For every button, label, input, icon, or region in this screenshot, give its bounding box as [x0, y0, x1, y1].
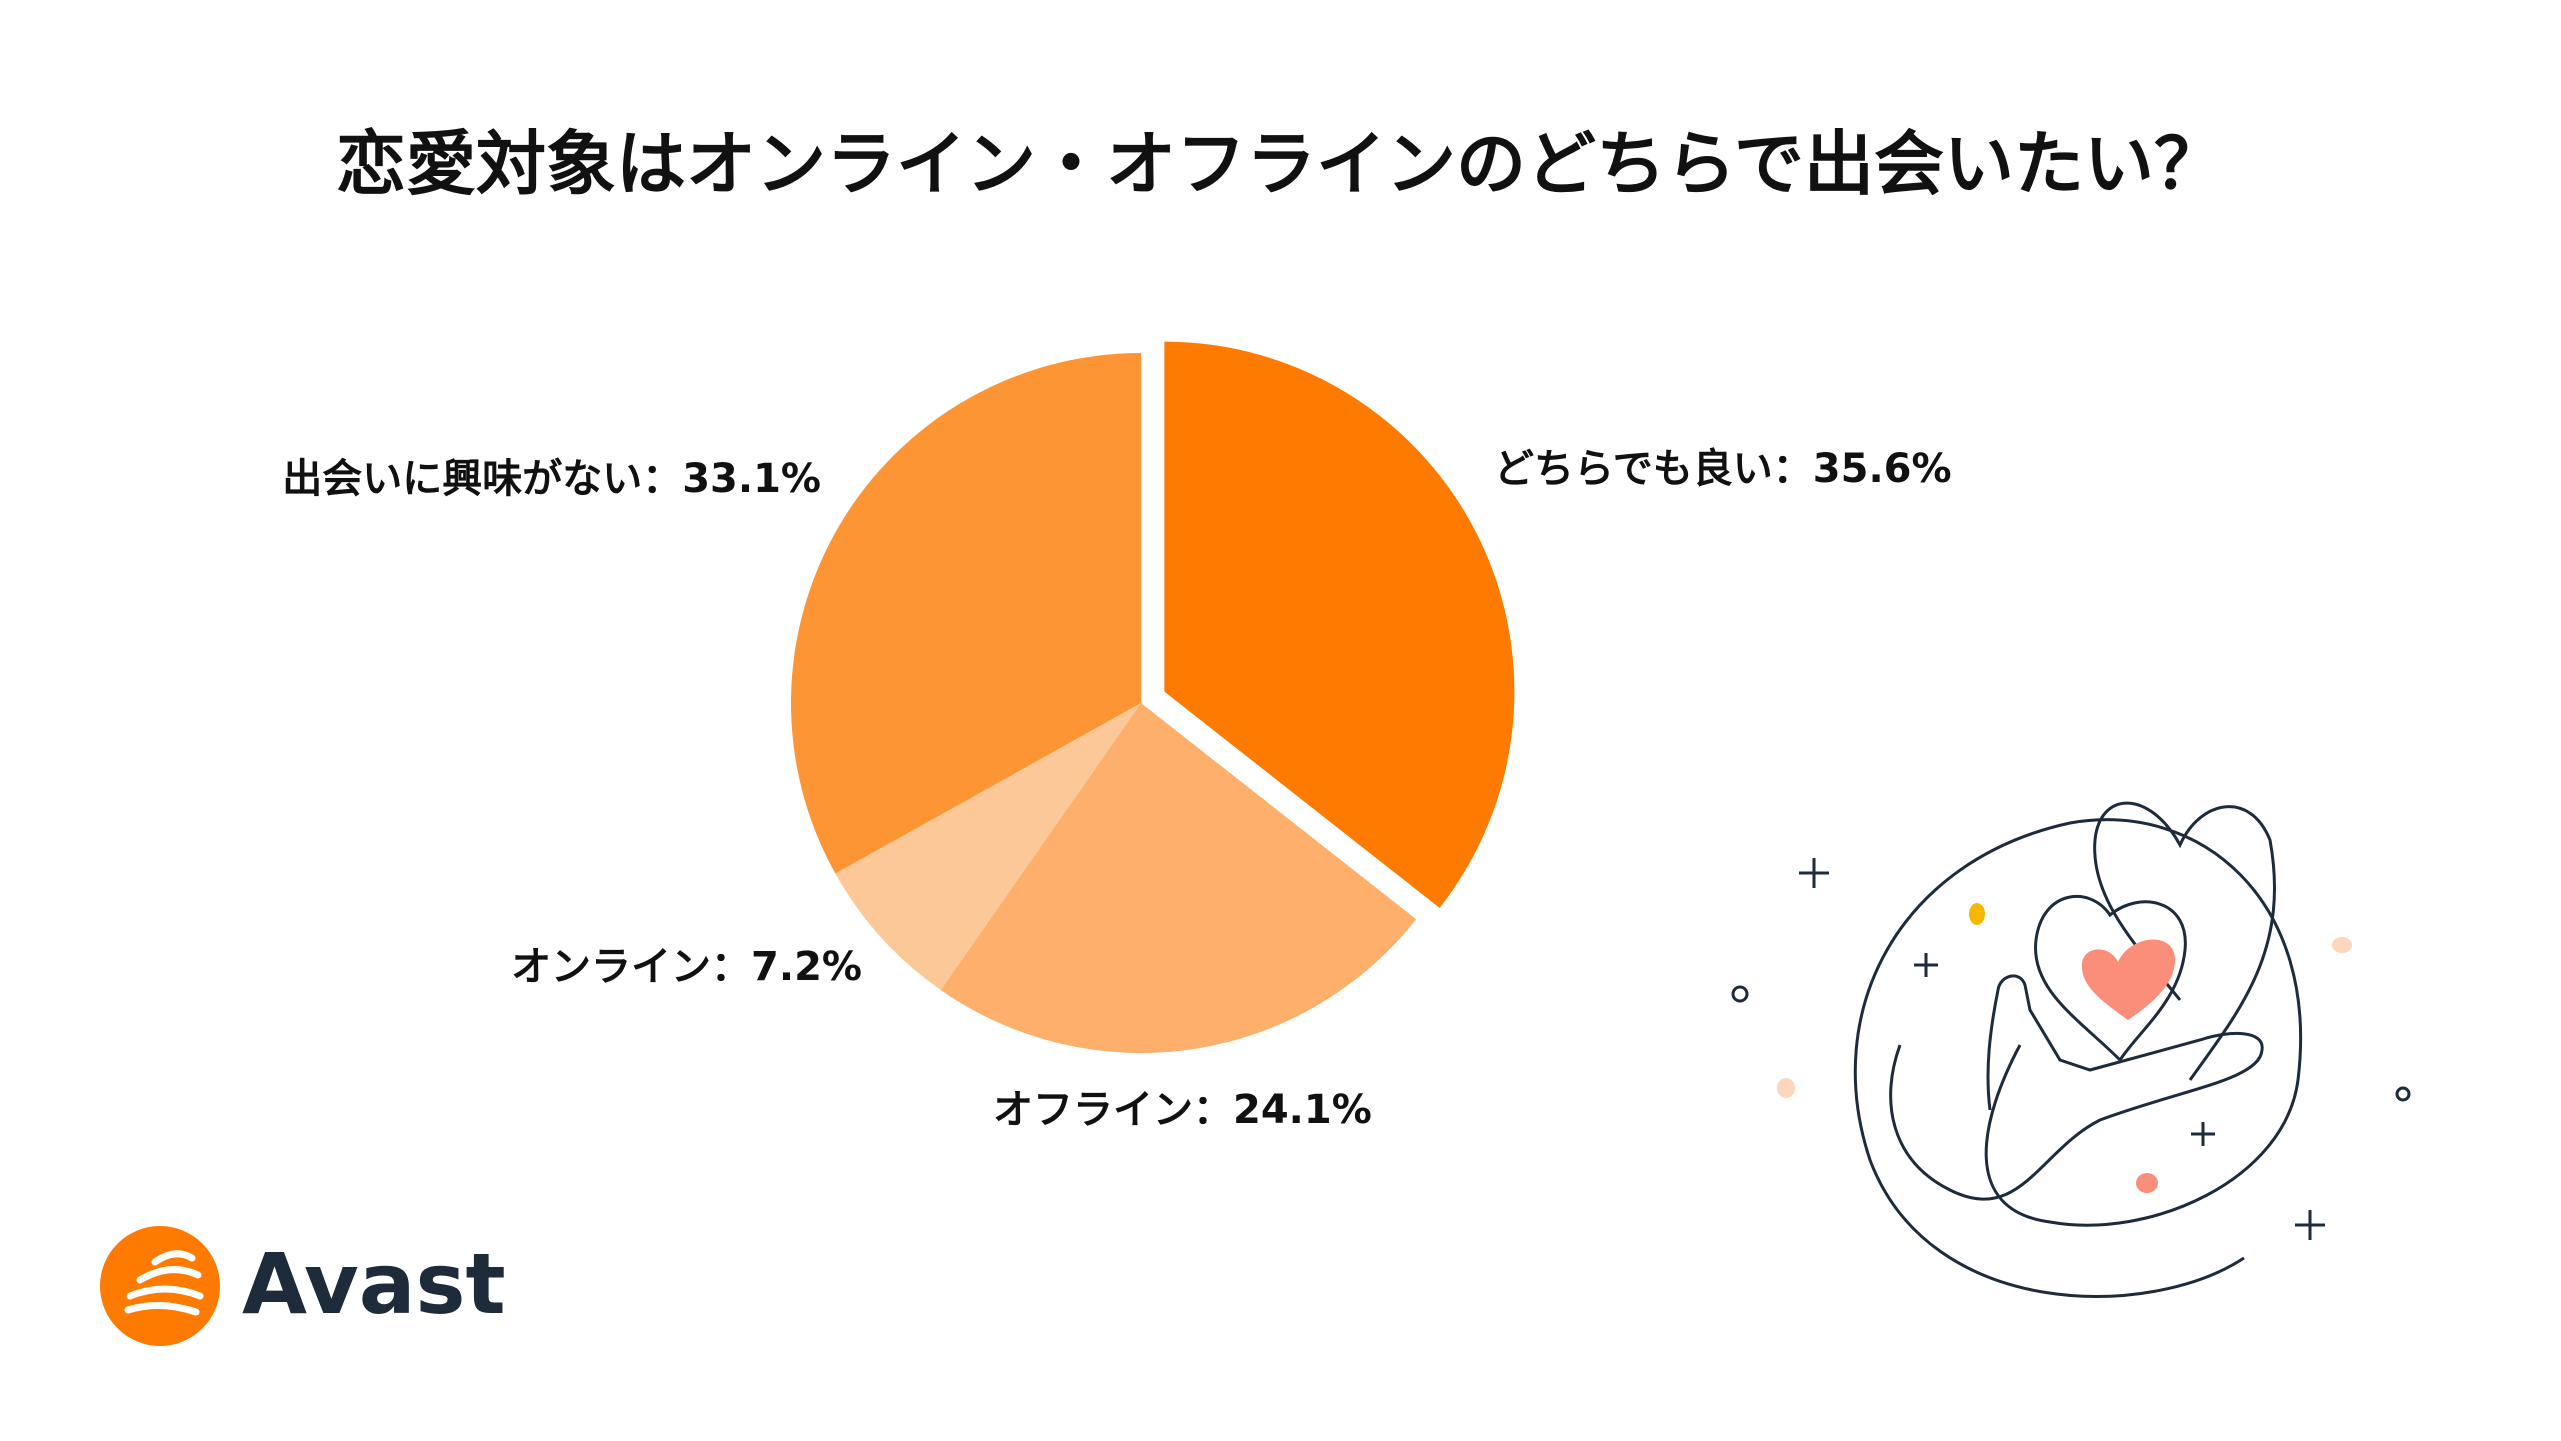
pie-slice — [1164, 341, 1515, 908]
illustration — [1731, 801, 2411, 1298]
dot — [1731, 985, 1749, 1003]
dot — [1969, 903, 1985, 925]
hand — [1889, 974, 2264, 1201]
dot — [1777, 1078, 1795, 1098]
pie-slice — [791, 353, 1141, 874]
slice-label: どちらでも良い：35.6% — [1494, 446, 1952, 492]
logo: Avast — [100, 1226, 506, 1346]
dot — [2395, 1086, 2411, 1102]
slice-label: オンライン：7.2% — [511, 944, 862, 990]
dot — [2332, 937, 2352, 953]
dot — [2136, 1173, 2158, 1193]
heart-fill — [2081, 939, 2175, 1020]
slice-label: 出会いに興味がない：33.1% — [282, 456, 821, 502]
heart-outline — [2034, 894, 2187, 1062]
pie-slice — [835, 703, 1141, 990]
logo-rays — [124, 1250, 204, 1316]
pie-slice — [940, 703, 1417, 1053]
heart-outline — [2093, 801, 2276, 1081]
logo-text: Avast — [242, 1235, 506, 1333]
pie — [791, 341, 1515, 1053]
chart-title: 恋愛対象はオンライン・オフラインのどちらで出会いたい？ — [336, 123, 2224, 205]
slice-label: オフライン：24.1% — [993, 1087, 1372, 1133]
sparkle — [1799, 858, 2325, 1240]
